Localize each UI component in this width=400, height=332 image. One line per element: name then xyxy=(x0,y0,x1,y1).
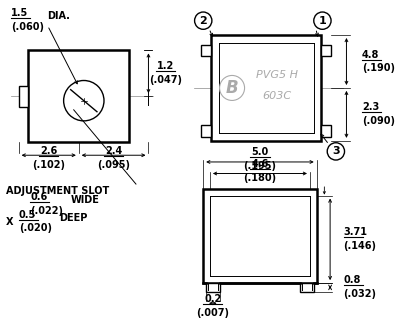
Text: 2.4: 2.4 xyxy=(105,146,122,156)
Text: (.146): (.146) xyxy=(344,241,376,251)
Text: (.022): (.022) xyxy=(30,206,63,216)
Text: 1: 1 xyxy=(318,16,326,26)
Text: 0.2: 0.2 xyxy=(204,294,222,304)
Text: DEEP: DEEP xyxy=(59,213,88,223)
Text: (.060): (.060) xyxy=(11,22,44,32)
Bar xyxy=(19,86,28,107)
Text: 0.8: 0.8 xyxy=(344,276,361,286)
Text: (.007): (.007) xyxy=(196,308,229,318)
Bar xyxy=(206,283,220,292)
Text: 1.5: 1.5 xyxy=(11,8,28,18)
Text: 0.6: 0.6 xyxy=(30,192,48,202)
Text: (.190): (.190) xyxy=(362,63,395,73)
Bar xyxy=(322,45,331,56)
Text: 2: 2 xyxy=(199,16,207,26)
Bar xyxy=(300,283,314,292)
Text: (.095): (.095) xyxy=(97,160,130,170)
Text: 0.5: 0.5 xyxy=(19,209,36,220)
Text: PVG5 H: PVG5 H xyxy=(256,70,298,80)
Bar xyxy=(28,50,129,142)
Text: (.180): (.180) xyxy=(243,173,276,183)
Bar xyxy=(322,125,331,137)
Text: ADJUSTMENT SLOT: ADJUSTMENT SLOT xyxy=(6,186,110,196)
Text: (.032): (.032) xyxy=(344,289,376,299)
Text: 1.2: 1.2 xyxy=(157,61,174,71)
Text: 4.8: 4.8 xyxy=(362,49,379,59)
Text: X: X xyxy=(6,216,14,226)
Text: 603C: 603C xyxy=(263,91,292,101)
Text: 2.6: 2.6 xyxy=(40,146,57,156)
Text: (.047): (.047) xyxy=(149,75,182,85)
Text: WIDE: WIDE xyxy=(70,196,100,206)
Bar xyxy=(211,35,322,141)
Text: DIA.: DIA. xyxy=(48,11,70,21)
Text: 3.71: 3.71 xyxy=(344,227,368,237)
Text: 3: 3 xyxy=(332,146,340,156)
Text: (.020): (.020) xyxy=(19,223,52,233)
Text: 5.0: 5.0 xyxy=(251,147,268,157)
Bar xyxy=(201,125,211,137)
Bar xyxy=(201,45,211,56)
Text: B: B xyxy=(226,79,238,97)
Text: (.090): (.090) xyxy=(362,116,395,126)
Text: (.195): (.195) xyxy=(244,161,276,171)
Text: (.102): (.102) xyxy=(32,160,65,170)
Text: 2.3: 2.3 xyxy=(362,103,379,113)
Text: 4.6: 4.6 xyxy=(251,159,268,169)
Bar xyxy=(203,189,317,283)
